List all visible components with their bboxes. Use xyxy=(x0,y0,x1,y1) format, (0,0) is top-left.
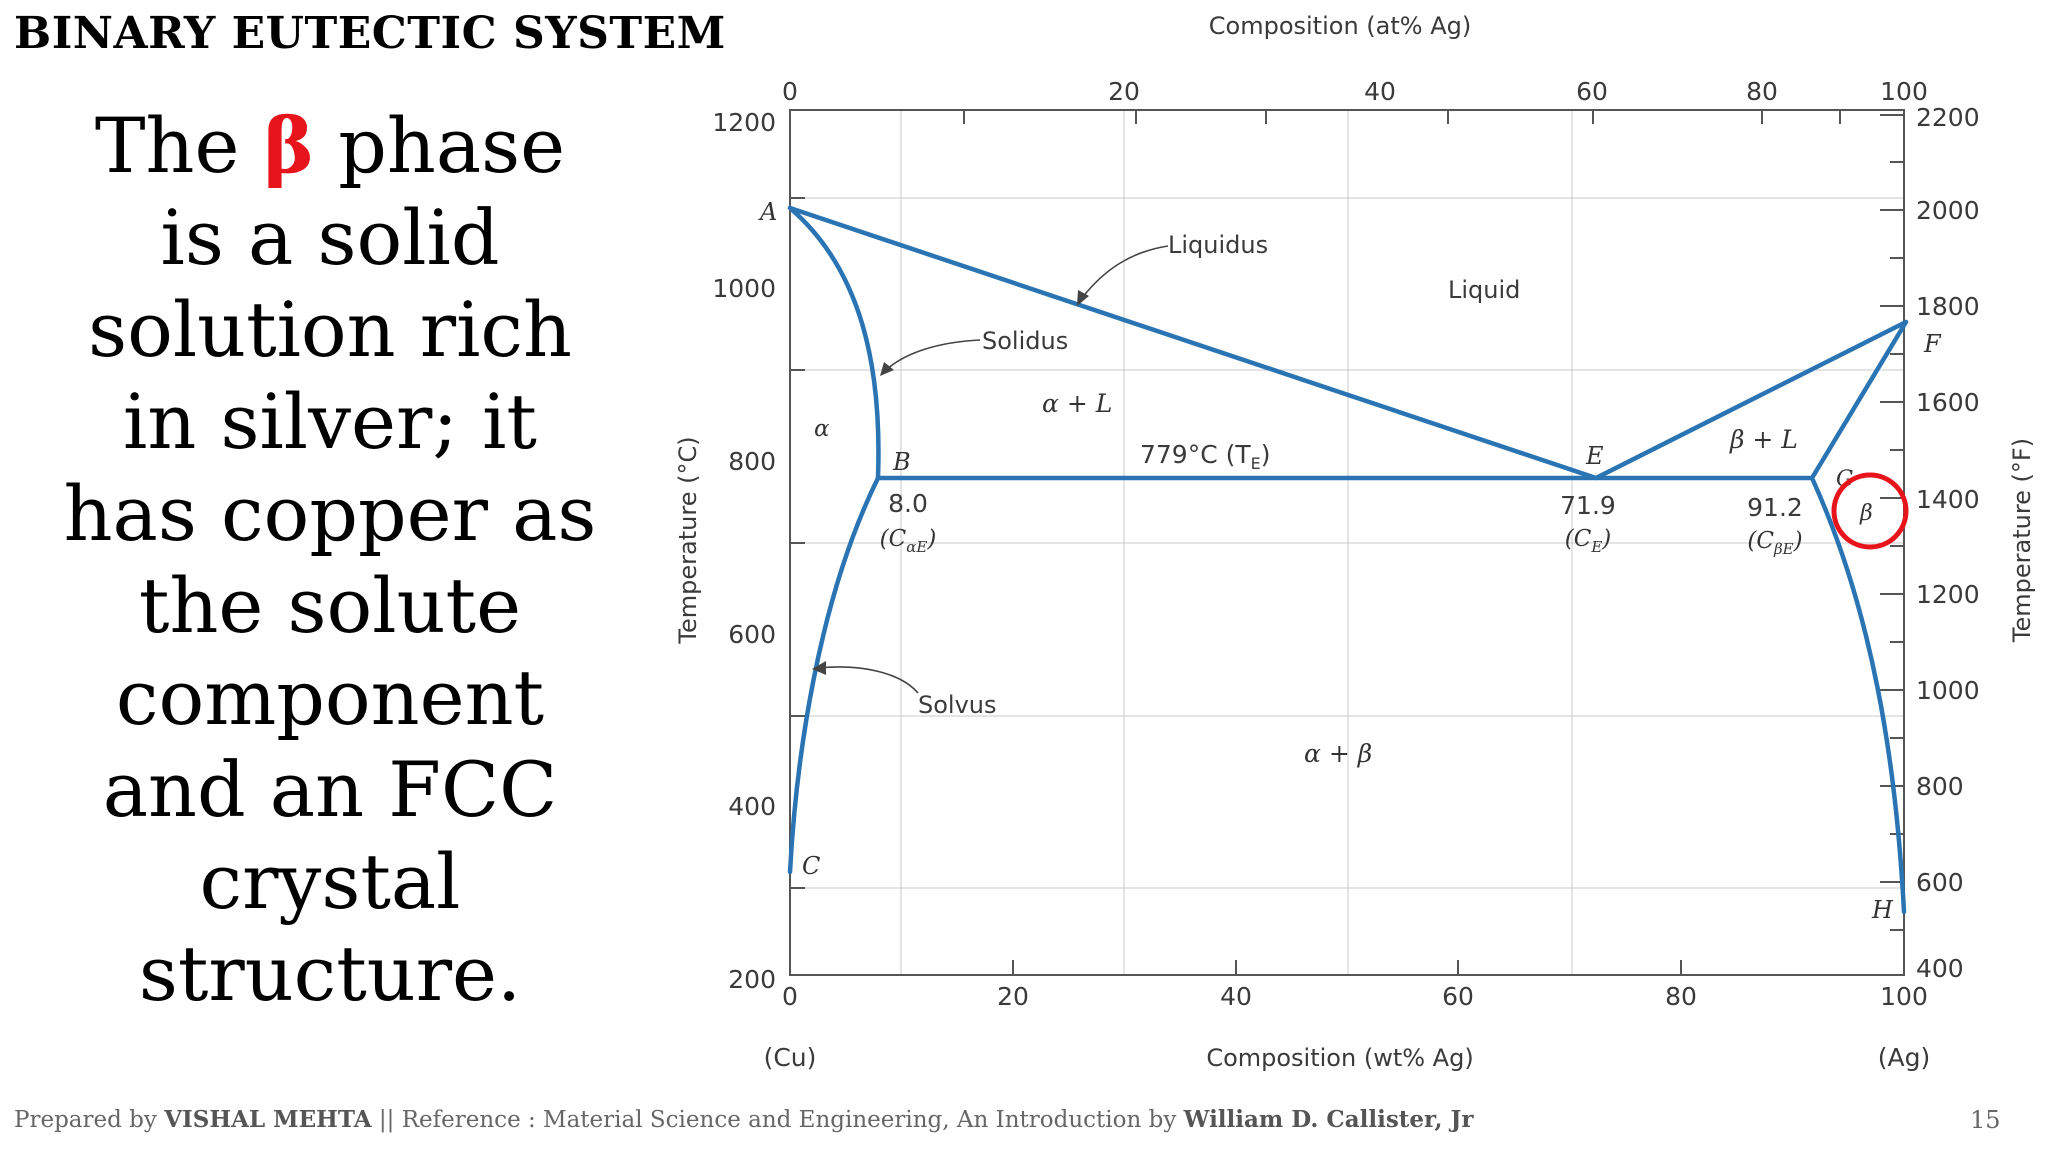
footer-reference-author: William D. Callister, Jr xyxy=(1183,1106,1474,1133)
bottom-axis-title: Composition (wt% Ag) xyxy=(1206,1044,1473,1072)
solidus-alpha-curve xyxy=(787,205,881,481)
point-f-label: F xyxy=(1923,330,1942,358)
left-tick-label: 600 xyxy=(728,620,776,649)
c-alpha-value: 8.0 xyxy=(888,489,928,518)
beta-liquid-label: β + L xyxy=(1729,425,1798,454)
beta-region-label: β xyxy=(1859,501,1873,526)
solidus-arrow xyxy=(885,339,981,371)
cu-endpoint-label: (Cu) xyxy=(764,1043,817,1072)
c-alpha-label: (CαE) xyxy=(880,526,937,556)
right-tick-labels: 2200 2000 1800 1600 1400 1200 1000 800 6… xyxy=(1916,103,1980,983)
right-tick-label: 1000 xyxy=(1916,676,1980,705)
footer-author: VISHAL MEHTA xyxy=(164,1106,372,1133)
right-tick-label: 1600 xyxy=(1916,388,1980,417)
footer-middle: || Reference : Material Science and Engi… xyxy=(371,1107,1184,1133)
c-beta-value: 91.2 xyxy=(1747,493,1803,522)
solidus-beta-line xyxy=(1809,319,1909,481)
right-tick-label: 2000 xyxy=(1916,196,1980,225)
solidus-arrowhead xyxy=(880,362,894,376)
footer-prefix: Prepared by xyxy=(14,1107,165,1133)
bottom-tick-label: 60 xyxy=(1442,982,1474,1011)
right-tick-label: 400 xyxy=(1916,954,1964,983)
liquid-label: Liquid xyxy=(1448,276,1520,304)
point-e-label: E xyxy=(1585,442,1604,470)
right-tick-label: 600 xyxy=(1916,868,1964,897)
alpha-liquid-label: α + L xyxy=(1042,389,1112,418)
bottom-tick-label: 80 xyxy=(1665,982,1697,1011)
ag-endpoint-label: (Ag) xyxy=(1878,1043,1930,1072)
axis-ticks xyxy=(789,110,1905,975)
point-g-label: G xyxy=(1836,467,1854,492)
solidus-label: Solidus xyxy=(982,327,1068,355)
top-tick-label: 0 xyxy=(782,77,798,106)
solvus-arrow xyxy=(817,666,919,694)
bottom-tick-label: 40 xyxy=(1220,982,1252,1011)
solvus-alpha-curve xyxy=(787,475,881,875)
ce-label: (CE) xyxy=(1565,526,1612,556)
point-a-label: A xyxy=(758,198,777,226)
solvus-beta-curve xyxy=(1809,475,1907,915)
beta-symbol: β xyxy=(263,101,315,190)
top-tick-label: 60 xyxy=(1576,77,1608,106)
bottom-tick-label: 0 xyxy=(782,982,798,1011)
ce-value: 71.9 xyxy=(1560,491,1616,520)
right-axis-title: Temperature (°F) xyxy=(2008,438,2036,643)
liquidus-label: Liquidus xyxy=(1168,231,1268,259)
arrowheads xyxy=(812,290,1089,675)
beta-highlight-circle xyxy=(1831,472,1909,550)
grid-lines xyxy=(790,110,1904,975)
top-tick-label: 20 xyxy=(1108,77,1140,106)
bottom-tick-label: 20 xyxy=(997,982,1029,1011)
callout-arrows xyxy=(817,245,1169,694)
bottom-tick-labels: 0 20 40 60 80 100 xyxy=(782,982,1928,1011)
footer: Prepared by VISHAL MEHTA || Reference : … xyxy=(14,1106,1474,1133)
eutectic-temp-sub: E xyxy=(1251,454,1261,473)
phase-boundaries xyxy=(787,205,1909,915)
liquidus-arrow xyxy=(1081,245,1169,299)
left-tick-labels: 1200 1000 800 600 400 200 xyxy=(712,108,776,994)
top-axis-title: Composition (at% Ag) xyxy=(1209,12,1471,40)
liquidus-arrowhead xyxy=(1077,290,1089,306)
bottom-tick-label: 100 xyxy=(1880,982,1928,1011)
right-tick-label: 800 xyxy=(1916,772,1964,801)
right-tick-label: 1800 xyxy=(1916,292,1980,321)
left-tick-label: 800 xyxy=(728,447,776,476)
point-c-label: C xyxy=(802,852,820,880)
point-h-label: H xyxy=(1871,896,1894,924)
solvus-arrowhead xyxy=(812,661,826,675)
point-b-label: B xyxy=(892,448,911,476)
top-tick-label: 80 xyxy=(1746,77,1778,106)
top-tick-labels: 0 20 40 60 80 100 xyxy=(782,77,1928,106)
alpha-beta-label: α + β xyxy=(1304,739,1372,768)
right-tick-label: 1400 xyxy=(1916,485,1980,514)
slide-title: BINARY EUTECTIC SYSTEM xyxy=(14,8,726,59)
right-tick-label: 2200 xyxy=(1916,103,1980,132)
top-tick-label: 100 xyxy=(1880,77,1928,106)
top-tick-label: 40 xyxy=(1364,77,1396,106)
alpha-region-label: α xyxy=(814,416,830,442)
body-text: The β phase is a solid solution rich in … xyxy=(60,100,600,1020)
left-tick-label: 400 xyxy=(728,792,776,821)
body-text-prefix: The xyxy=(94,101,264,190)
left-tick-label: 200 xyxy=(728,965,776,994)
left-axis-title: Temperature (°C) xyxy=(674,436,702,644)
eutectic-temp-label: 779°C (TE) xyxy=(1140,440,1271,473)
left-tick-label: 1200 xyxy=(712,108,776,137)
c-beta-label: (CβE) xyxy=(1747,528,1802,558)
body-text-rest: phase is a solid solution rich in silver… xyxy=(63,101,597,1018)
page-number: 15 xyxy=(1970,1106,2001,1134)
solvus-label: Solvus xyxy=(918,691,997,719)
right-tick-label: 1200 xyxy=(1916,580,1980,609)
left-tick-label: 1000 xyxy=(712,274,776,303)
